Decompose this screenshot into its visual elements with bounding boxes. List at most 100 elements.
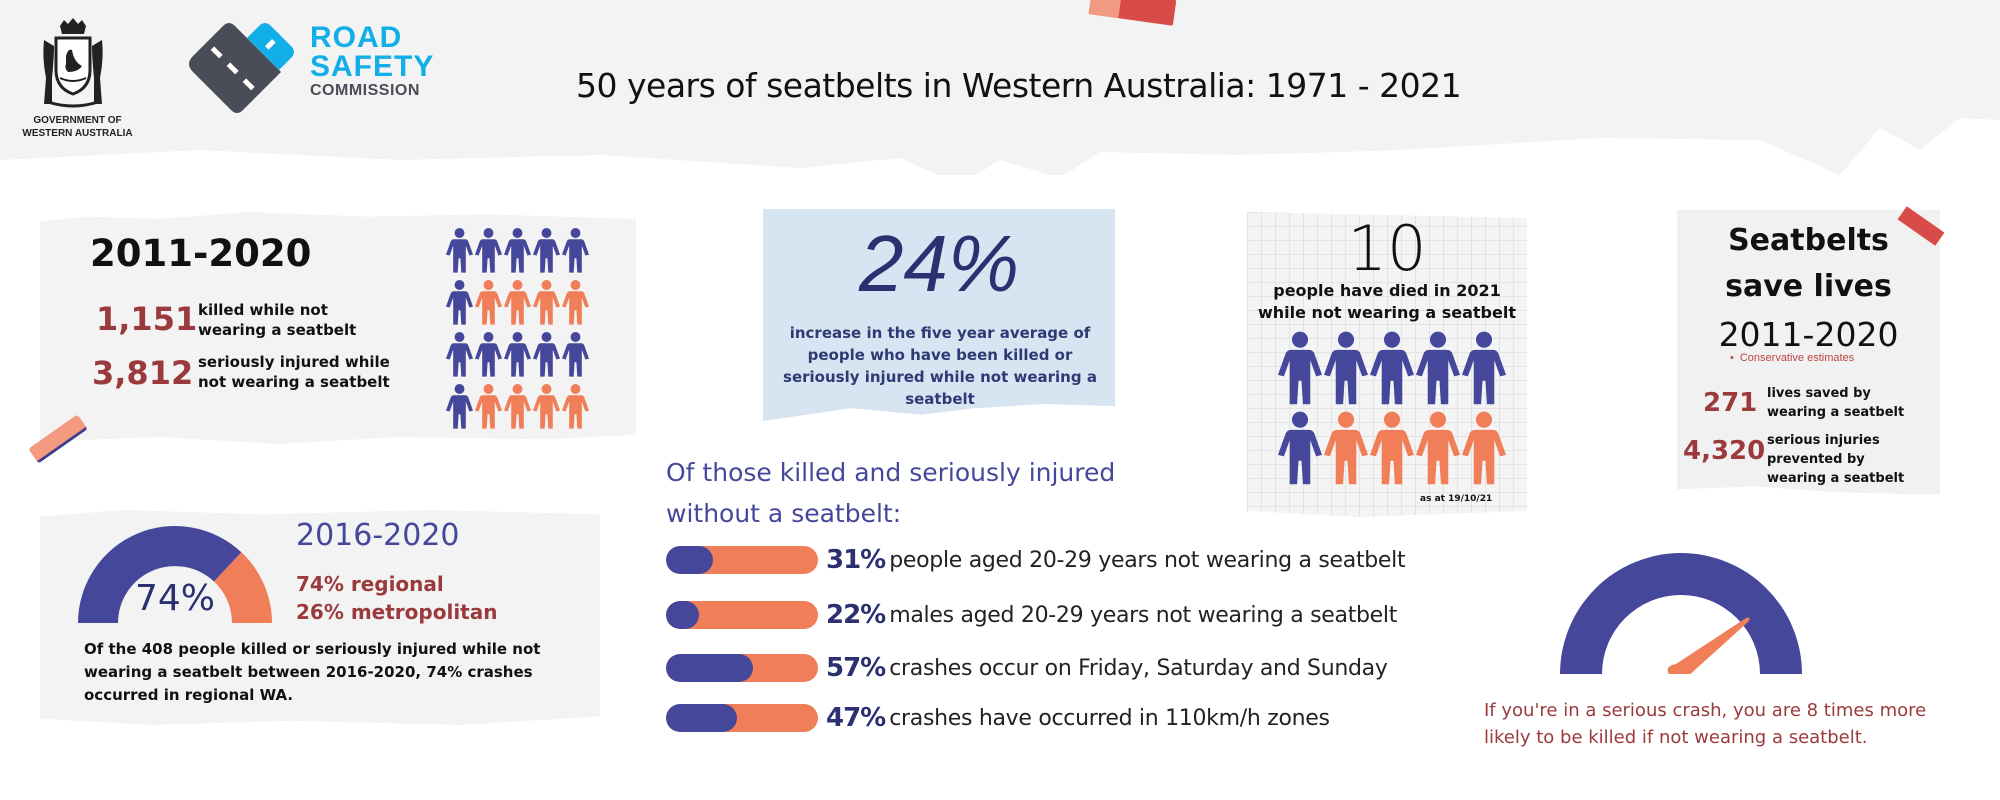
person-icon: [446, 384, 473, 429]
person-icon: [533, 280, 560, 325]
label-line: lives saved by: [1767, 386, 1871, 401]
coat-of-arms-icon: [43, 18, 103, 108]
rsc-road-text: ROAD: [310, 21, 403, 54]
lives-saved-label: lives saved by wearing a seatbelt: [1767, 384, 1904, 422]
region-split: 74% regional 26% metropolitan: [296, 570, 497, 626]
bar-fill: [666, 654, 753, 682]
bar-row: 57% crashes occur on Friday, Saturday an…: [666, 653, 1388, 683]
bar-fill: [666, 704, 738, 732]
person-icon: [475, 280, 502, 325]
description-line: people have died in 2021: [1273, 281, 1501, 300]
label-line: wearing a seatbelt: [198, 321, 357, 339]
person-icon: [533, 384, 560, 429]
caption-line: If you're in a serious crash, you are 8 …: [1484, 700, 1927, 721]
person-icon: [504, 332, 531, 377]
road-heart-icon: [189, 23, 294, 113]
panel-year-heading: 2011-2020: [90, 232, 312, 275]
metropolitan-stat: 26% metropolitan: [296, 600, 498, 624]
rsc-safety-text: SAFETY: [310, 50, 435, 83]
person-icon: [475, 228, 502, 273]
injuries-prevented-label: serious injuries prevented by wearing a …: [1767, 431, 1904, 488]
person-icon: [1370, 411, 1414, 485]
bar-fill: [666, 546, 714, 574]
person-icon: [504, 228, 531, 273]
person-icon: [1462, 331, 1506, 405]
deaths-2021-description: people have died in 2021 while not weari…: [1247, 280, 1527, 324]
conservative-estimates-note: Conservative estimates: [1730, 352, 1854, 364]
person-icon: [562, 228, 589, 273]
description-line: while not wearing a seatbelt: [1257, 303, 1516, 322]
person-icon: [1324, 331, 1368, 405]
person-icon: [446, 280, 473, 325]
panel-year-heading: 2016-2020: [296, 518, 460, 553]
bars-heading: Of those killed and seriously injured wi…: [666, 452, 1226, 534]
speedometer-caption: If you're in a serious crash, you are 8 …: [1484, 697, 1984, 751]
regional-description: Of the 408 people killed or seriously in…: [84, 640, 541, 704]
person-icon: [475, 384, 502, 429]
person-icon: [562, 280, 589, 325]
label-line: not wearing a seatbelt: [198, 373, 390, 391]
rsc-commission-text: COMMISSION: [310, 82, 420, 99]
lives-saved-count: 271: [1703, 388, 1758, 418]
label-line: wearing a seatbelt: [1767, 405, 1905, 420]
regional-gauge-chart: [78, 526, 272, 623]
gov-logo-line2: WESTERN AUSTRALIA: [22, 128, 133, 139]
title-line: save lives: [1725, 269, 1892, 304]
injuries-prevented-count: 4,320: [1683, 436, 1766, 466]
label-line: seriously injured while: [198, 353, 390, 371]
government-logo-text: GOVERNMENT OF WESTERN AUSTRALIA: [10, 114, 145, 140]
injured-count: 3,812: [92, 354, 194, 392]
people-icon-grid: [446, 226, 591, 434]
bar-fill: [666, 601, 700, 629]
government-of-wa-logo: GOVERNMENT OF WESTERN AUSTRALIA: [10, 18, 135, 143]
bar-label: people aged 20-29 years not wearing a se…: [889, 547, 1406, 573]
increase-percent: 24%: [858, 219, 1020, 308]
person-icon: [446, 228, 473, 273]
person-icon: [1278, 411, 1322, 485]
label-line: wearing a seatbelt: [1767, 471, 1905, 486]
bar-track: [666, 601, 818, 629]
heading-line: Of those killed and seriously injured: [666, 458, 1116, 487]
page-title: 50 years of seatbelts in Western Austral…: [576, 66, 1462, 105]
gauge-value: 74%: [134, 578, 215, 619]
road-safety-commission-logo: ROAD SAFETY COMMISSION: [185, 18, 445, 118]
bar-percent: 57%: [826, 653, 886, 683]
person-icon: [1416, 331, 1460, 405]
bar-percent: 22%: [826, 600, 886, 630]
person-icon: [1462, 411, 1506, 485]
bar-track: [666, 654, 818, 682]
regional-stat: 74% regional: [296, 572, 444, 596]
person-icon: [446, 332, 473, 377]
injured-label: seriously injured while not wearing a se…: [198, 352, 390, 392]
label-line: serious injuries: [1767, 433, 1880, 448]
panel-24-percent: [763, 209, 1115, 421]
bar-label: crashes occur on Friday, Saturday and Su…: [889, 655, 1388, 681]
speedometer-icon: [1560, 553, 1802, 674]
people-icon-grid: [1278, 330, 1508, 490]
label-line: killed while not: [198, 301, 328, 319]
gov-logo-line1: GOVERNMENT OF: [33, 115, 122, 126]
person-icon: [533, 228, 560, 273]
bar-label: males aged 20-29 years not wearing a sea…: [889, 602, 1398, 628]
label-line: prevented by: [1767, 452, 1865, 467]
killed-count: 1,151: [96, 300, 198, 338]
person-icon: [475, 332, 502, 377]
bar-track: [666, 704, 818, 732]
person-icon: [504, 384, 531, 429]
bar-percent: 31%: [826, 545, 886, 575]
person-icon: [1324, 411, 1368, 485]
bar-row: 22% males aged 20-29 years not wearing a…: [666, 600, 1397, 630]
person-icon: [1416, 411, 1460, 485]
deaths-2021-count: 10: [1347, 212, 1427, 285]
person-icon: [1278, 331, 1322, 405]
killed-label: killed while not wearing a seatbelt: [198, 300, 356, 340]
as-at-date: as at 19/10/21: [1420, 494, 1493, 504]
person-icon: [533, 332, 560, 377]
bar-row: 47% crashes have occurred in 110km/h zon…: [666, 703, 1330, 733]
bar-label: crashes have occurred in 110km/h zones: [889, 705, 1330, 731]
rsc-wordmark: ROAD SAFETY COMMISSION: [310, 23, 434, 101]
person-icon: [1370, 331, 1414, 405]
person-icon: [562, 384, 589, 429]
caption-line: likely to be killed if not wearing a sea…: [1484, 727, 1868, 748]
increase-description: increase in the five year average of peo…: [783, 324, 1097, 408]
